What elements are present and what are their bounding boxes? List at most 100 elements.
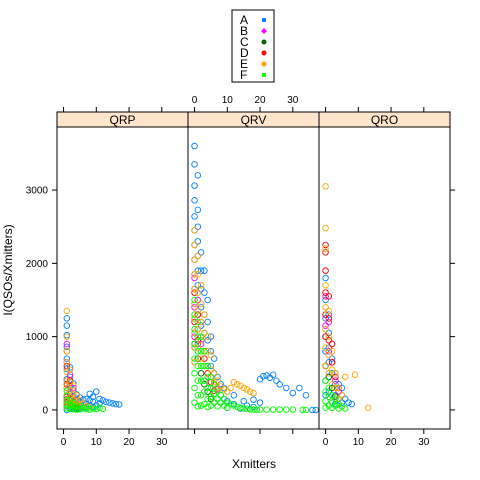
data-point <box>204 337 211 344</box>
data-point <box>191 326 198 333</box>
panel-frame <box>56 126 189 430</box>
data-point <box>214 384 221 392</box>
data-point <box>322 249 329 256</box>
data-point <box>224 404 231 411</box>
data-point <box>325 344 333 351</box>
data-point <box>194 238 202 245</box>
data-point <box>230 402 238 409</box>
data-point <box>66 364 74 371</box>
data-point <box>63 333 71 340</box>
data-point <box>83 405 90 413</box>
data-point <box>227 400 234 408</box>
data-point <box>210 381 218 388</box>
data-point <box>197 362 205 370</box>
data-point <box>328 366 336 373</box>
data-point <box>204 333 211 340</box>
data-point <box>93 405 100 413</box>
data-point <box>106 399 113 406</box>
data-point <box>328 359 336 366</box>
data-point <box>63 343 71 351</box>
data-point <box>325 359 333 366</box>
data-point <box>338 384 346 392</box>
data-point <box>191 355 198 362</box>
data-point <box>191 333 198 340</box>
data-point <box>194 377 202 384</box>
x-tick-label: 30 <box>287 95 299 106</box>
data-point <box>194 282 202 289</box>
data-point <box>207 384 215 392</box>
data-point <box>66 378 74 386</box>
data-point <box>194 296 202 304</box>
data-point <box>207 373 215 381</box>
data-point <box>102 398 110 406</box>
legend-label-f: F <box>240 68 247 82</box>
data-point <box>210 378 218 386</box>
data-point <box>332 377 339 384</box>
data-point <box>243 405 251 413</box>
panel-frame <box>187 126 320 430</box>
data-point <box>86 406 93 413</box>
data-point <box>325 307 333 315</box>
data-point <box>322 397 329 405</box>
data-point <box>197 337 205 344</box>
data-point <box>197 318 205 326</box>
panel-qrp: QRP 0 10 20 30 <box>56 107 189 448</box>
data-point <box>191 359 198 366</box>
x-tick-label: 10 <box>91 437 103 448</box>
data-point <box>322 282 329 289</box>
data-point <box>322 289 329 296</box>
data-point <box>191 315 198 322</box>
legend-label-a: A <box>240 13 248 27</box>
data-point <box>115 401 123 408</box>
data-point <box>322 333 329 340</box>
data-point <box>63 315 71 322</box>
data-point <box>194 333 202 340</box>
data-point <box>191 311 198 318</box>
data-point <box>79 396 87 403</box>
data-point <box>240 384 247 392</box>
data-point <box>63 396 71 403</box>
legend-label-c: C <box>240 35 249 49</box>
data-point <box>322 326 329 333</box>
data-point <box>191 304 198 311</box>
data-point <box>322 311 329 318</box>
data-point <box>66 382 74 390</box>
data-point <box>322 267 329 274</box>
x-tick-label: 10 <box>353 437 365 448</box>
data-point <box>240 397 247 405</box>
data-point <box>86 403 93 411</box>
data-point <box>201 381 208 388</box>
data-point <box>322 404 329 411</box>
data-point <box>197 322 205 329</box>
data-point <box>79 405 87 412</box>
data-point <box>328 355 336 362</box>
data-point <box>210 355 218 362</box>
data-point <box>322 304 329 311</box>
data-point <box>364 404 372 411</box>
data-point <box>204 403 211 411</box>
data-point <box>109 400 116 407</box>
data-point <box>217 392 224 399</box>
data-point <box>250 389 257 397</box>
data-point <box>201 377 208 384</box>
data-point <box>210 399 218 406</box>
data-point <box>302 392 310 399</box>
panel-frame <box>318 126 451 430</box>
data-point <box>89 398 97 406</box>
strip-label-qro: QRO <box>371 113 398 127</box>
data-point <box>191 256 198 263</box>
x-tick-label: 20 <box>385 437 397 448</box>
data-point <box>322 183 329 190</box>
legend-marker-d <box>261 50 267 56</box>
data-point <box>76 394 84 401</box>
data-point <box>197 340 205 348</box>
data-point <box>197 333 205 340</box>
data-point <box>322 224 329 232</box>
data-point <box>194 206 202 214</box>
x-axis-label: Xmitters <box>232 457 276 471</box>
data-point <box>197 348 205 355</box>
data-point <box>253 406 261 413</box>
data-point <box>214 395 221 403</box>
panel-qro: QRO 0 10 20 30 <box>318 107 451 448</box>
